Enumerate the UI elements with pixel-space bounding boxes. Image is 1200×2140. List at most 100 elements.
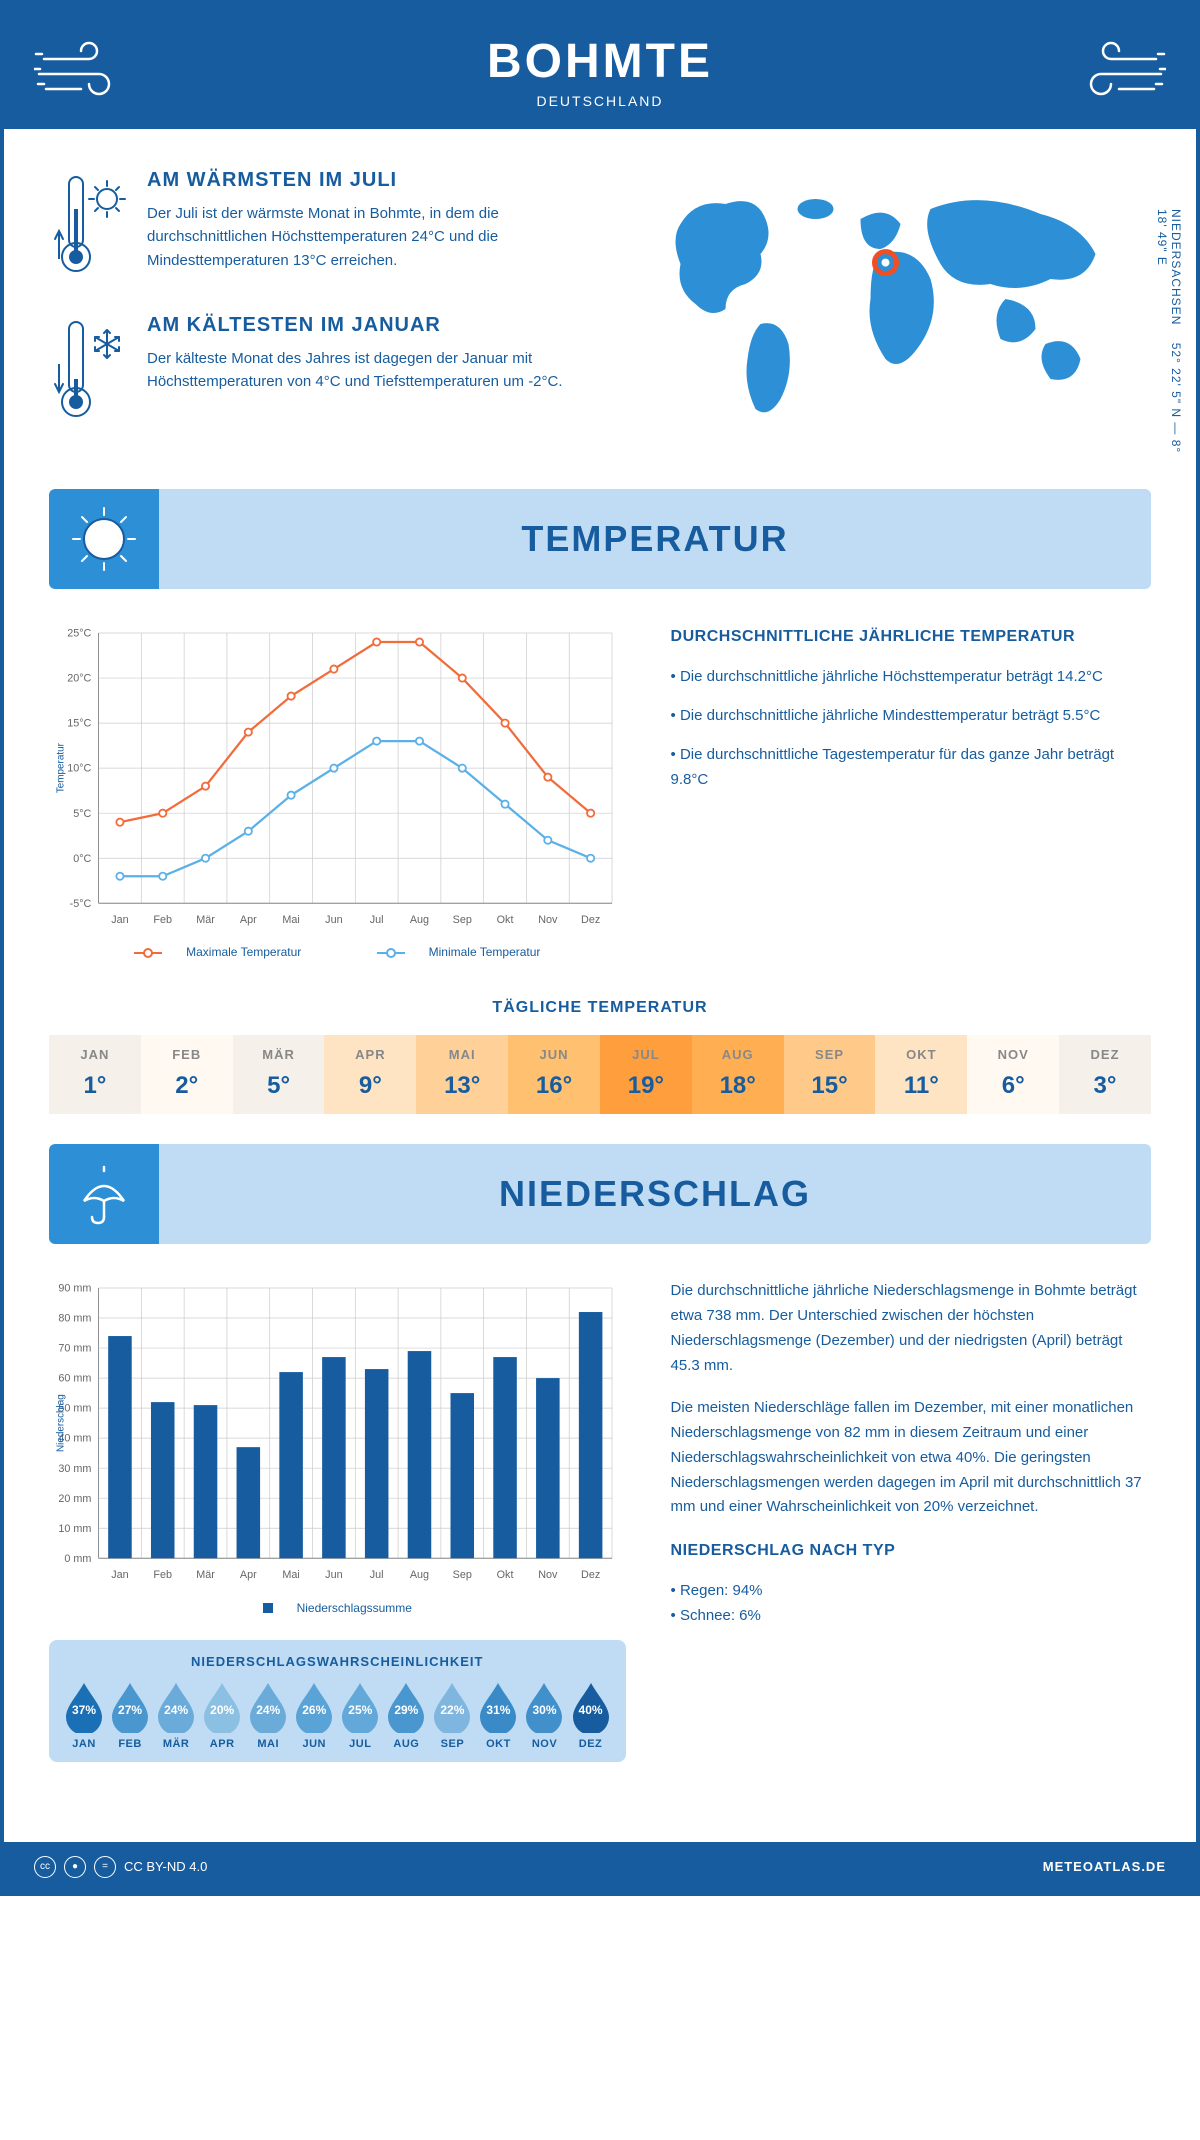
probability-cell: 37%JAN [61, 1679, 107, 1750]
svg-text:10°C: 10°C [67, 763, 91, 775]
precipitation-section-banner: NIEDERSCHLAG [49, 1144, 1151, 1244]
coldest-block: AM KÄLTESTEN IM JANUAR Der kälteste Mona… [49, 314, 580, 424]
svg-text:Aug: Aug [410, 1569, 429, 1581]
daily-cell: JAN1° [49, 1035, 141, 1114]
svg-text:15°C: 15°C [67, 718, 91, 730]
daily-cell: NOV6° [967, 1035, 1059, 1114]
temperature-section-banner: TEMPERATUR [49, 489, 1151, 589]
svg-text:Mär: Mär [196, 914, 215, 926]
coldest-text: Der kälteste Monat des Jahres ist dagege… [147, 347, 580, 394]
sun-icon [69, 504, 139, 574]
svg-text:Mär: Mär [196, 1569, 215, 1581]
precipitation-probability-box: NIEDERSCHLAGSWAHRSCHEINLICHKEIT 37%JAN27… [49, 1640, 626, 1762]
warmest-block: AM WÄRMSTEN IM JULI Der Juli ist der wär… [49, 169, 580, 279]
svg-text:Jun: Jun [325, 914, 342, 926]
svg-text:Sep: Sep [453, 914, 472, 926]
svg-text:-5°C: -5°C [70, 898, 92, 910]
daily-cell: JUL19° [600, 1035, 692, 1114]
thermometer-cold-icon [49, 314, 129, 424]
svg-text:Sep: Sep [453, 1569, 472, 1581]
daily-cell: AUG18° [692, 1035, 784, 1114]
svg-text:5°C: 5°C [73, 808, 91, 820]
daily-cell: APR9° [324, 1035, 416, 1114]
svg-text:Feb: Feb [153, 1569, 172, 1581]
warmest-text: Der Juli ist der wärmste Monat in Bohmte… [147, 202, 580, 272]
daily-cell: MÄR5° [233, 1035, 325, 1114]
daily-cell: DEZ3° [1059, 1035, 1151, 1114]
svg-text:Mai: Mai [282, 1569, 299, 1581]
svg-text:Dez: Dez [581, 1569, 600, 1581]
svg-text:25°C: 25°C [67, 628, 91, 640]
probability-cell: 24%MAI [245, 1679, 291, 1750]
precipitation-heading: NIEDERSCHLAG [159, 1173, 1151, 1215]
daily-cell: FEB2° [141, 1035, 233, 1114]
svg-text:Okt: Okt [497, 1569, 514, 1581]
site-name: METEOATLAS.DE [1043, 1859, 1166, 1874]
thermometer-hot-icon [49, 169, 129, 279]
probability-cell: 25%JUL [337, 1679, 383, 1750]
svg-text:Okt: Okt [497, 914, 514, 926]
svg-text:Jul: Jul [370, 1569, 384, 1581]
temperature-heading: TEMPERATUR [159, 518, 1151, 560]
svg-text:90 mm: 90 mm [58, 1283, 91, 1295]
precipitation-facts: Die durchschnittliche jährliche Niedersc… [671, 1279, 1151, 1761]
probability-cell: 29%AUG [383, 1679, 429, 1750]
svg-text:Feb: Feb [153, 914, 172, 926]
probability-cell: 22%SEP [429, 1679, 475, 1750]
probability-cell: 30%NOV [521, 1679, 567, 1750]
svg-text:Jul: Jul [370, 914, 384, 926]
probability-cell: 27%FEB [107, 1679, 153, 1750]
probability-cell: 24%MÄR [153, 1679, 199, 1750]
probability-cell: 26%JUN [291, 1679, 337, 1750]
cc-by-icon: ● [64, 1856, 86, 1878]
wind-icon [1066, 34, 1166, 104]
svg-text:Nov: Nov [538, 914, 558, 926]
svg-text:Jan: Jan [111, 1569, 128, 1581]
warmest-title: AM WÄRMSTEN IM JULI [147, 169, 580, 192]
svg-text:Mai: Mai [282, 914, 299, 926]
page-title: BOHMTE [24, 34, 1176, 89]
probability-cell: 31%OKT [475, 1679, 521, 1750]
svg-text:80 mm: 80 mm [58, 1313, 91, 1325]
wind-icon [34, 34, 134, 104]
svg-text:20°C: 20°C [67, 673, 91, 685]
svg-text:Apr: Apr [240, 914, 257, 926]
footer: cc ● = CC BY-ND 4.0 METEOATLAS.DE [4, 1842, 1196, 1892]
umbrella-icon [69, 1159, 139, 1229]
daily-temperature-title: TÄGLICHE TEMPERATUR [49, 999, 1151, 1017]
svg-text:0°C: 0°C [73, 853, 91, 865]
svg-text:20 mm: 20 mm [58, 1493, 91, 1505]
precipitation-chart-legend: Niederschlagssumme [49, 1601, 626, 1615]
daily-cell: JUN16° [508, 1035, 600, 1114]
precipitation-bar-chart: 0 mm10 mm20 mm30 mm40 mm50 mm60 mm70 mm8… [49, 1279, 626, 1585]
daily-cell: MAI13° [416, 1035, 508, 1114]
world-map: NIEDERSACHSEN 52° 22' 5" N — 8° 18' 49" … [620, 169, 1151, 459]
svg-text:30 mm: 30 mm [58, 1463, 91, 1475]
page-subtitle: DEUTSCHLAND [24, 93, 1176, 109]
header: BOHMTE DEUTSCHLAND [4, 4, 1196, 129]
svg-text:70 mm: 70 mm [58, 1343, 91, 1355]
probability-cell: 20%APR [199, 1679, 245, 1750]
coordinates: NIEDERSACHSEN 52° 22' 5" N — 8° 18' 49" … [1155, 209, 1183, 459]
coldest-title: AM KÄLTESTEN IM JANUAR [147, 314, 580, 337]
cc-icon: cc [34, 1856, 56, 1878]
daily-temperature-table: JAN1°FEB2°MÄR5°APR9°MAI13°JUN16°JUL19°AU… [49, 1035, 1151, 1114]
svg-text:Apr: Apr [240, 1569, 257, 1581]
svg-text:Niederschlag: Niederschlag [55, 1395, 66, 1453]
temperature-line-chart: -5°C 0°C 5°C 10°C 15°C 20°C 25°C Jan Feb Mär Apr Ma… [49, 624, 626, 930]
license-label: CC BY-ND 4.0 [124, 1859, 207, 1874]
svg-text:Jun: Jun [325, 1569, 342, 1581]
svg-text:Temperatur: Temperatur [55, 742, 66, 793]
temperature-chart-legend: Maximale Temperatur Minimale Temperatur [49, 945, 626, 959]
daily-cell: OKT11° [875, 1035, 967, 1114]
svg-text:10 mm: 10 mm [58, 1523, 91, 1535]
svg-text:Jan: Jan [111, 914, 128, 926]
probability-cell: 40%DEZ [568, 1679, 614, 1750]
svg-text:60 mm: 60 mm [58, 1373, 91, 1385]
svg-text:Nov: Nov [538, 1569, 558, 1581]
cc-nd-icon: = [94, 1856, 116, 1878]
svg-text:Aug: Aug [410, 914, 429, 926]
daily-cell: SEP15° [784, 1035, 876, 1114]
svg-text:Dez: Dez [581, 914, 600, 926]
temperature-facts: DURCHSCHNITTLICHE JÄHRLICHE TEMPERATUR •… [671, 624, 1151, 959]
